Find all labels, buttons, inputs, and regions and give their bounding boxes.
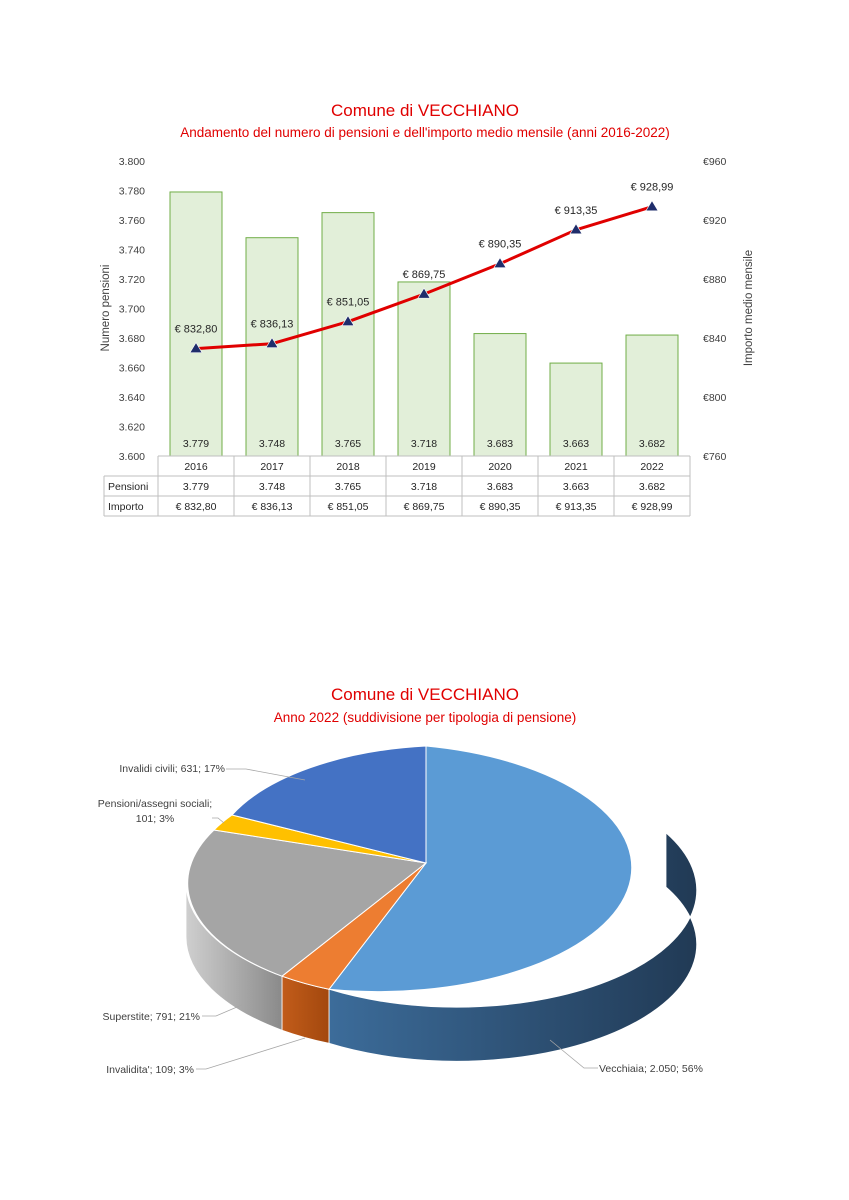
leader-vecchiaia (549, 1039, 598, 1069)
table-cell: 3.748 (259, 481, 285, 493)
bars-group: 3.779 3.748 3.765 3.718 3.683 3.663 3.682 (169, 191, 679, 457)
table-row-label: Pensioni (108, 481, 148, 493)
line-series-group: € 832,80 € 836,13 € 851,05 € 869,75 € 890,35… (175, 182, 674, 353)
pie-wall-vecchiaia (328, 832, 698, 1062)
right-tick-label: €920 (703, 215, 727, 227)
line-value-label: € 869,75 (403, 269, 446, 281)
pie-slice-vecchiaia (328, 745, 633, 993)
right-tick-label: €880 (703, 274, 727, 286)
left-tick-label: 3.600 (119, 451, 145, 463)
bar-value-label: 3.718 (411, 438, 437, 450)
bar-2022 (625, 334, 679, 457)
left-tick-label: 3.740 (119, 245, 145, 257)
left-tick-label: 3.660 (119, 363, 145, 375)
pension-type-pie-chart: Comune di VECCHIANO Anno 2022 (suddivisi… (98, 685, 703, 1076)
table-cell: € 913,35 (556, 501, 597, 513)
right-tick-label: €960 (703, 156, 727, 168)
left-tick-label: 3.800 (119, 156, 145, 168)
right-axis-ticks: €760 €800 €840 €880 €920 €960 (703, 156, 727, 463)
bar-2018 (321, 212, 375, 457)
pie-label-pensioni-sociali-line2: 101; 3% (136, 813, 175, 825)
line-value-label: € 851,05 (327, 297, 370, 309)
table-header-year: 2016 (184, 461, 208, 473)
leader-pensioni-sociali (212, 817, 225, 824)
line-marker-2018 (341, 315, 355, 327)
line-marker-2016 (189, 342, 203, 353)
table-cell: € 832,80 (176, 501, 217, 513)
right-tick-label: €840 (703, 333, 727, 345)
table-cell: € 928,99 (632, 501, 673, 513)
left-tick-label: 3.620 (119, 422, 145, 434)
leader-invalidi-civili (226, 768, 306, 781)
table-cell: 3.779 (183, 481, 209, 493)
chart1-title: Comune di VECCHIANO (331, 101, 519, 120)
table-cell: 3.765 (335, 481, 361, 493)
pie-slice-superstite (187, 829, 428, 977)
pension-trend-chart: Comune di VECCHIANO Andamento del numero… (100, 101, 755, 517)
line-value-label: € 836,13 (251, 319, 294, 331)
bar-2016 (169, 191, 223, 457)
table-cell: 3.718 (411, 481, 437, 493)
bar-value-label: 3.748 (259, 438, 285, 450)
line-value-label: € 832,80 (175, 324, 218, 336)
table-header-year: 2021 (564, 461, 588, 473)
data-table: 2016 2017 2018 2019 2020 2021 2022 Pensioni 3.77… (103, 455, 691, 517)
table-header-year: 2017 (260, 461, 284, 473)
line-marker-2020 (493, 257, 507, 269)
bar-value-label: 3.765 (335, 438, 361, 450)
line-value-label: € 928,99 (631, 182, 674, 194)
line-marker-2021 (569, 223, 583, 235)
table-header-year: 2018 (336, 461, 360, 473)
bar-value-label: 3.683 (487, 438, 513, 450)
left-tick-label: 3.720 (119, 274, 145, 286)
bar-2019 (397, 281, 451, 457)
table-cell: 3.683 (487, 481, 513, 493)
left-tick-label: 3.780 (119, 186, 145, 198)
right-tick-label: €760 (703, 451, 727, 463)
table-header-year: 2020 (488, 461, 512, 473)
right-axis-title: Importo medio mensile (743, 250, 755, 366)
leader-superstite (202, 1003, 245, 1017)
line-value-label: € 890,35 (479, 239, 522, 251)
bar-value-label: 3.682 (639, 438, 665, 450)
table-cell: 3.682 (639, 481, 665, 493)
line-marker-2019 (417, 287, 431, 299)
pie-label-pensioni-sociali-line1: Pensioni/assegni sociali; (98, 798, 212, 810)
left-tick-label: 3.680 (119, 333, 145, 345)
bar-value-label: 3.663 (563, 438, 589, 450)
bar-2021 (549, 362, 603, 457)
table-cell: € 851,05 (328, 501, 369, 513)
pie-label-invalidita: Invalidita'; 109; 3% (106, 1064, 194, 1076)
table-cell: € 869,75 (404, 501, 445, 513)
table-header-year: 2019 (412, 461, 436, 473)
line-marker-2022 (645, 200, 659, 212)
pie-leader-lines (196, 768, 598, 1070)
bar-value-label: 3.779 (183, 438, 209, 450)
pie-slice-invalidi-civili (231, 745, 427, 864)
chart2-title: Comune di VECCHIANO (331, 685, 519, 704)
right-tick-label: €800 (703, 392, 727, 404)
left-tick-label: 3.640 (119, 392, 145, 404)
table-cell: € 890,35 (480, 501, 521, 513)
left-tick-label: 3.760 (119, 215, 145, 227)
table-row-label: Importo (108, 501, 144, 513)
left-axis-ticks: 3.600 3.620 3.640 3.660 3.680 3.700 3.720 3.740… (119, 156, 145, 463)
pie-label-superstite: Superstite; 791; 21% (103, 1011, 200, 1023)
pie-label-invalidi-civili: Invalidi civili; 631; 17% (119, 763, 225, 775)
pie-label-vecchiaia: Vecchiaia; 2.050; 56% (599, 1063, 703, 1075)
chart2-subtitle: Anno 2022 (suddivisione per tipologia di… (274, 710, 576, 725)
line-value-label: € 913,35 (555, 205, 598, 217)
table-cell: € 836,13 (252, 501, 293, 513)
table-cell: 3.663 (563, 481, 589, 493)
leader-invalidita (196, 1037, 306, 1070)
pie-wall-superstite (185, 882, 283, 1031)
line-marker-2017 (265, 337, 279, 349)
left-axis-title: Numero pensioni (100, 265, 112, 352)
bar-2020 (473, 333, 527, 457)
chart1-subtitle: Andamento del numero di pensioni e dell'… (180, 125, 670, 140)
left-tick-label: 3.700 (119, 304, 145, 316)
table-header-year: 2022 (640, 461, 664, 473)
